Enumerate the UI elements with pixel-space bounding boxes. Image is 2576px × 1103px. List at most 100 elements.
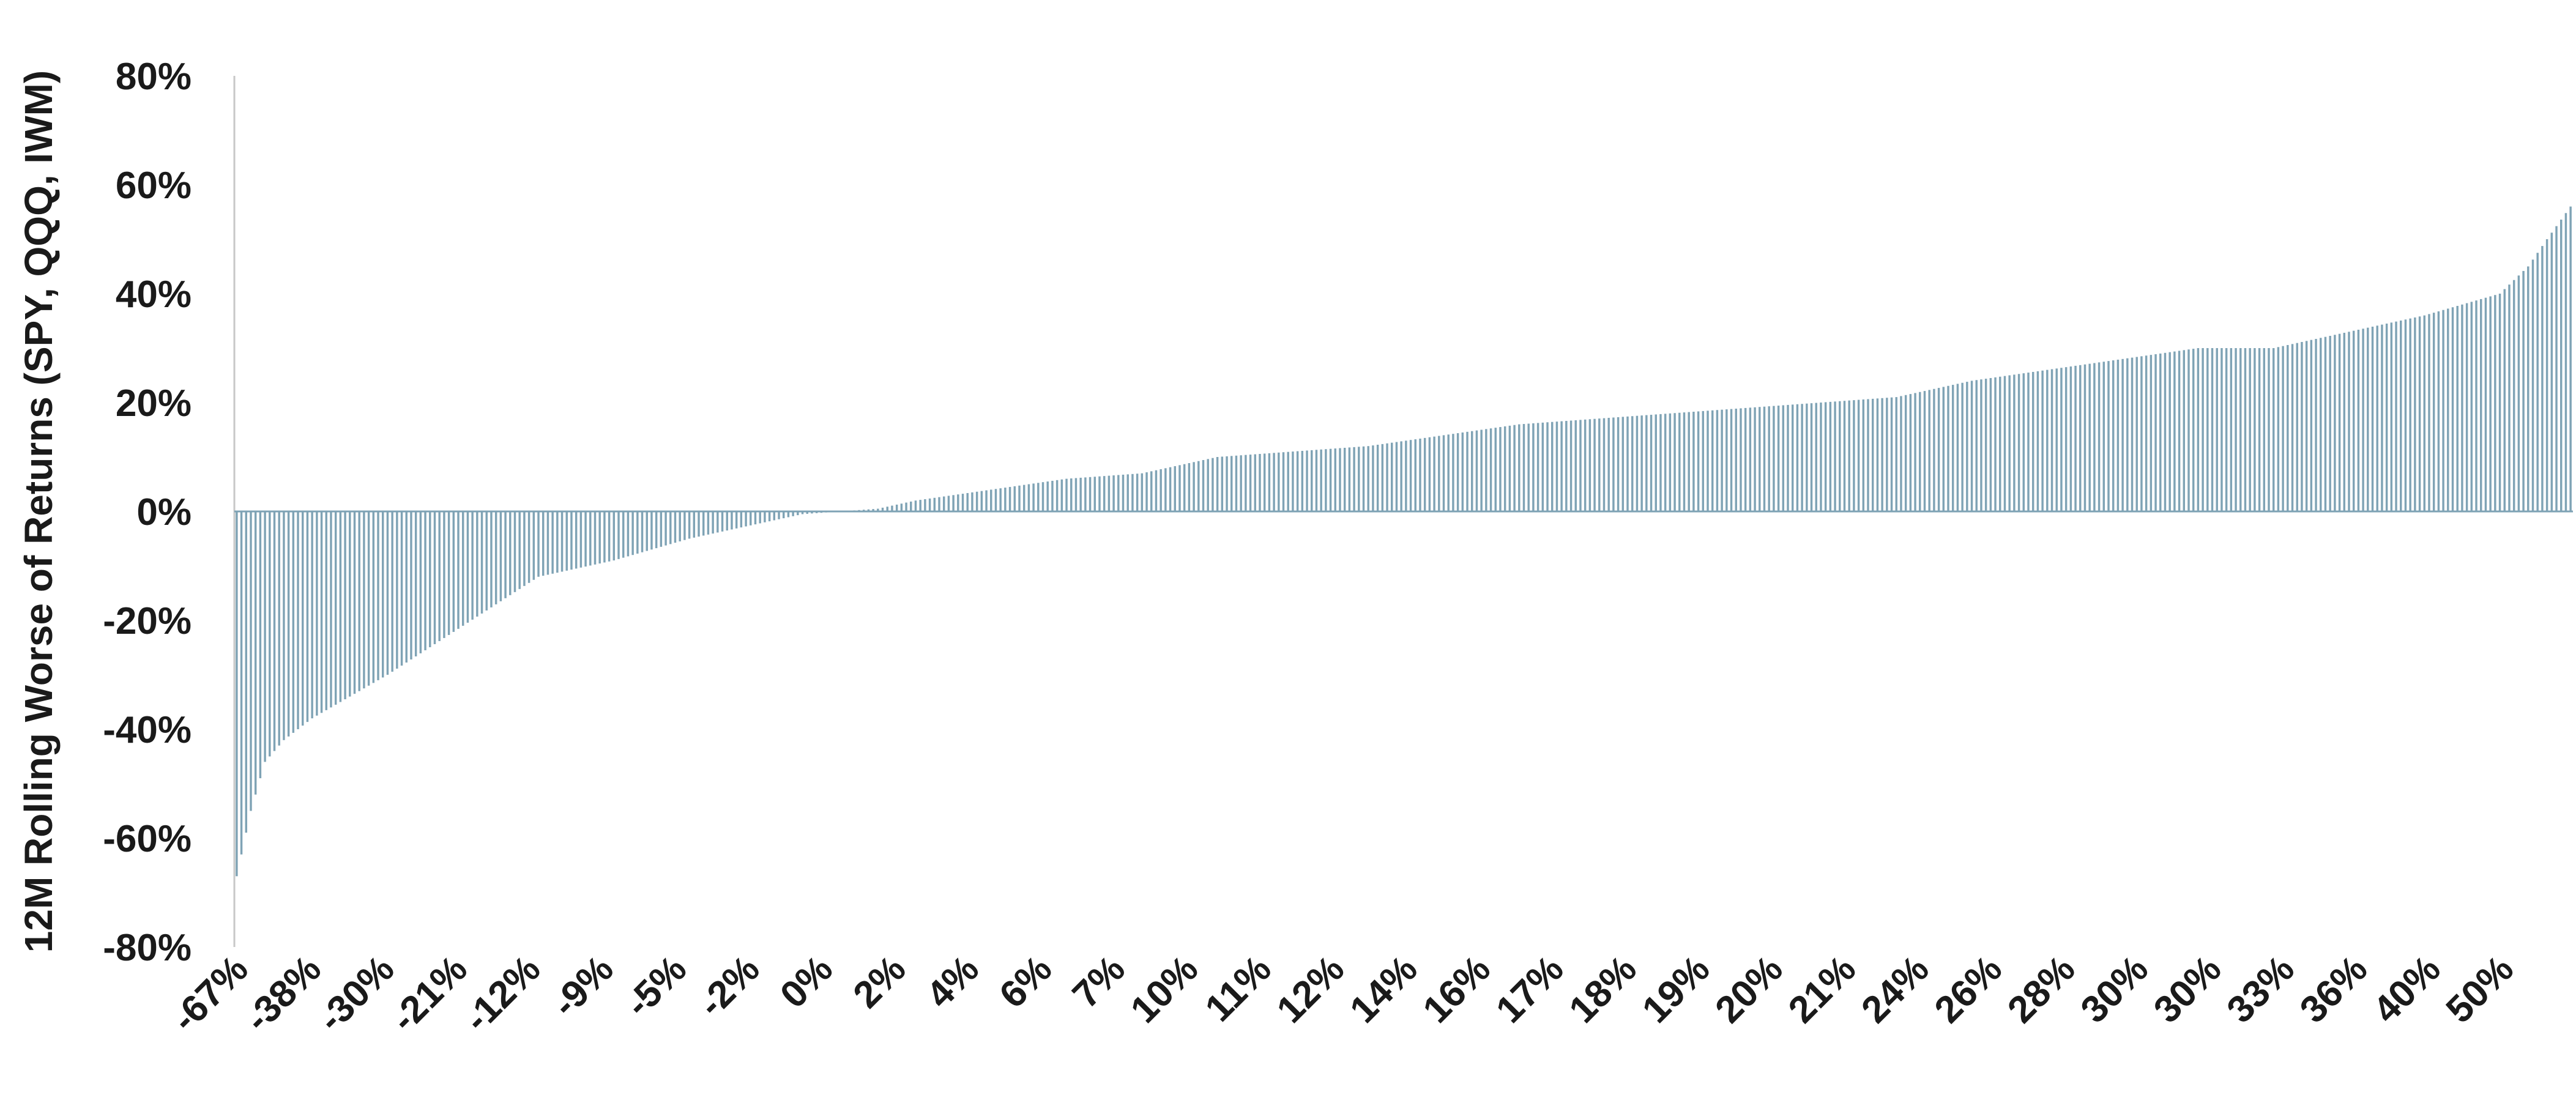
bar xyxy=(1221,456,1224,511)
bar xyxy=(1692,412,1695,511)
x-tick-label: 11% xyxy=(1197,948,1279,1030)
bar xyxy=(1362,446,1365,511)
bar xyxy=(1824,402,1827,511)
x-tick-label: -12% xyxy=(456,948,548,1040)
bar xyxy=(287,511,290,737)
bar xyxy=(1532,423,1535,511)
bar xyxy=(1664,414,1667,511)
bar xyxy=(1518,424,1521,511)
bar xyxy=(1414,439,1416,511)
bar xyxy=(754,511,757,525)
bar xyxy=(2187,349,2190,511)
bar xyxy=(1890,397,1893,511)
bar xyxy=(2390,322,2393,511)
bar xyxy=(1730,409,1733,511)
bar xyxy=(429,511,431,647)
bar xyxy=(660,511,663,547)
bar xyxy=(2064,367,2068,511)
bar xyxy=(1126,474,1129,511)
bar xyxy=(631,511,634,555)
bar xyxy=(1975,380,1978,511)
bar xyxy=(2074,365,2077,511)
bar xyxy=(2320,338,2322,511)
bar xyxy=(2310,340,2313,511)
bar xyxy=(2287,344,2289,511)
bar xyxy=(527,511,530,583)
bar xyxy=(372,511,375,683)
bar xyxy=(2385,323,2388,511)
bar xyxy=(1240,455,1242,511)
x-tick-label: -2% xyxy=(690,948,768,1025)
bar xyxy=(1419,438,1421,511)
bar xyxy=(2230,348,2233,511)
bar xyxy=(1480,429,1483,511)
bar xyxy=(1933,388,1935,511)
bar xyxy=(1645,415,1648,511)
bar xyxy=(1485,429,1487,511)
bar xyxy=(1871,398,1874,511)
bar xyxy=(509,511,512,595)
bar xyxy=(518,511,521,589)
bar xyxy=(1923,391,1926,511)
bar xyxy=(1041,482,1044,511)
bar xyxy=(886,507,888,511)
bar xyxy=(961,494,964,511)
bar xyxy=(2522,270,2525,511)
bar xyxy=(1074,478,1078,511)
bar xyxy=(2465,303,2468,511)
bar xyxy=(1928,390,1930,511)
bar xyxy=(471,511,474,620)
bar xyxy=(1919,392,1921,511)
bar xyxy=(1376,444,1379,511)
x-tick-label: 4% xyxy=(918,948,987,1016)
bar xyxy=(1183,464,1186,511)
x-tick-label: 19% xyxy=(1634,948,1718,1031)
x-tick-label: 28% xyxy=(2000,948,2083,1031)
bar xyxy=(1688,412,1690,511)
bar xyxy=(400,511,403,666)
bar xyxy=(292,511,295,733)
bar xyxy=(1475,430,1478,511)
bar xyxy=(2121,358,2124,511)
bar xyxy=(1447,434,1450,511)
bar xyxy=(1013,486,1016,511)
bar xyxy=(1235,455,1238,511)
bar xyxy=(2098,362,2101,511)
bar xyxy=(2555,226,2558,511)
bar xyxy=(2088,363,2091,511)
bar xyxy=(1037,483,1040,511)
bar xyxy=(2150,355,2153,512)
bar xyxy=(895,504,898,511)
bar xyxy=(900,503,903,511)
bar xyxy=(731,511,733,530)
bar xyxy=(1306,450,1308,511)
bar xyxy=(1914,393,1916,511)
bar xyxy=(2102,362,2105,511)
bar xyxy=(1815,403,1817,511)
bar xyxy=(980,491,983,512)
bar xyxy=(942,496,945,511)
bar xyxy=(2362,329,2364,511)
bar xyxy=(250,511,252,811)
bar xyxy=(2541,246,2544,511)
bar xyxy=(1716,410,1719,511)
bar xyxy=(1749,407,1752,511)
bar xyxy=(1900,396,1902,511)
bar xyxy=(1626,416,1629,511)
x-tick-label: 14% xyxy=(1342,948,1426,1031)
bar xyxy=(1169,467,1172,511)
bar xyxy=(499,511,502,601)
bar xyxy=(2560,219,2563,511)
bar xyxy=(1471,431,1473,511)
bar xyxy=(344,511,346,700)
bar xyxy=(2008,375,2011,511)
x-tick-label: 12% xyxy=(1269,948,1353,1031)
bar xyxy=(2324,336,2327,511)
bar xyxy=(2277,347,2280,511)
bar xyxy=(2202,348,2204,511)
bar xyxy=(2348,332,2350,511)
bar xyxy=(1372,445,1374,511)
bar xyxy=(905,502,907,511)
bar xyxy=(1659,414,1662,511)
bar xyxy=(1881,398,1883,511)
